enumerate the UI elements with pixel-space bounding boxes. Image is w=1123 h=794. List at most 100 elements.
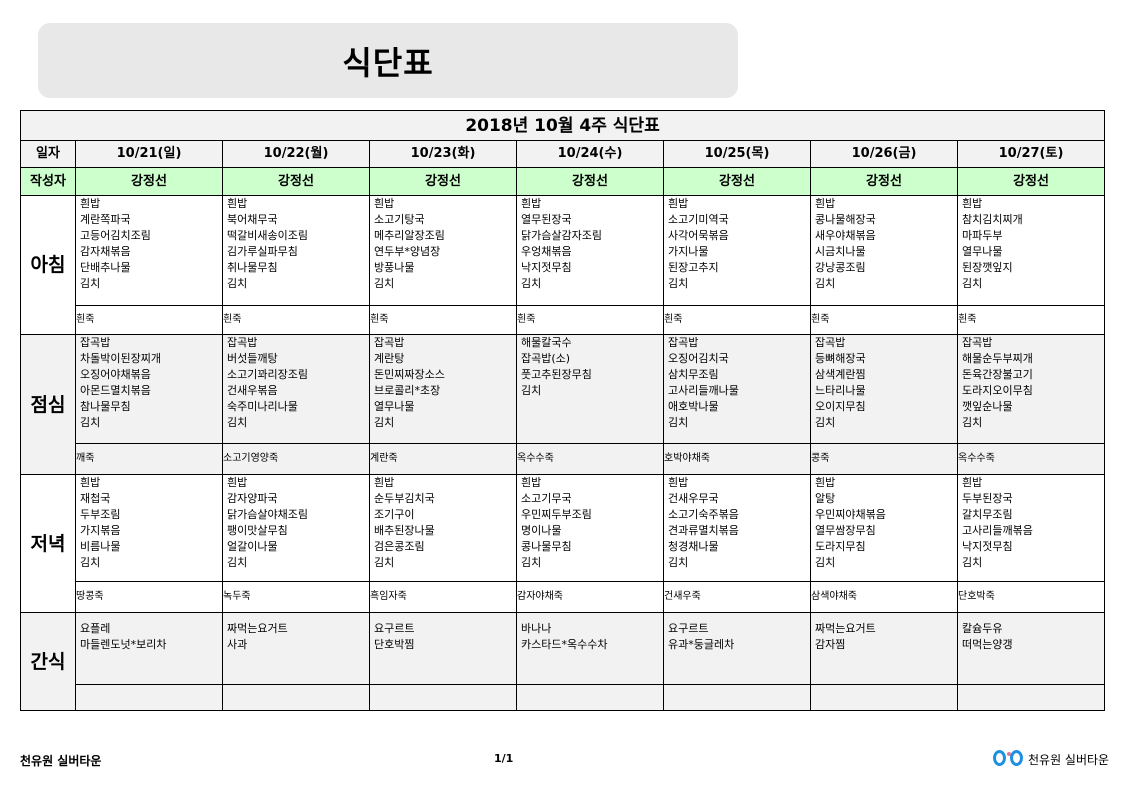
menu-item: 김가루실파무침 (227, 245, 298, 258)
menu-cell: 흰밥 계란쪽파국 고등어김치조림 감자채볶음 단배추나물 김치 (75, 195, 223, 306)
page-number: 1/1 (494, 752, 514, 765)
menu-item: 김치 (227, 277, 248, 290)
menu-item: 김치 (227, 556, 248, 569)
menu-item: 흰밥 (815, 197, 836, 210)
menu-item: 해물순두부찌개 (962, 352, 1033, 365)
page-title: 식단표 (342, 43, 434, 82)
menu-item: 잡곡밥 (374, 336, 405, 349)
menu-item: 아몬드멸치볶음 (80, 384, 151, 397)
menu-item: 낙지젓무침 (962, 540, 1013, 553)
breakfast-porridge-row: 흰죽 흰죽 흰죽 흰죽 흰죽 흰죽 흰죽 (21, 305, 1106, 335)
date-header: 10/23(화) (369, 140, 517, 168)
menu-item: 오징어야채볶음 (80, 368, 151, 381)
menu-cell: 바나나 카스타드*옥수수차 (516, 612, 664, 685)
menu-item: 검은콩조림 (374, 540, 425, 553)
porridge-cell: 흰죽 (956, 305, 1106, 335)
menu-item: 마들렌도넛*보리차 (80, 638, 167, 651)
breakfast-row: 아침 흰밥 계란쪽파국 고등어김치조림 감자채볶음 단배추나물 김치 흰밥 북어채무국 떡갈비새송… (20, 195, 1106, 335)
menu-item: 흰밥 (668, 476, 689, 489)
menu-item: 도라지무침 (815, 540, 866, 553)
date-header: 10/21(일) (75, 140, 223, 168)
porridge-cell: 흰죽 (663, 305, 811, 335)
menu-item: 잡곡밥 (962, 336, 993, 349)
menu-item: 소고기무국 (521, 492, 572, 505)
menu-cell: 짜먹는요거트 사과 (222, 612, 370, 685)
menu-item: 차돌박이된장찌개 (80, 352, 161, 365)
menu-item: 재첩국 (80, 492, 111, 505)
menu-item: 얼갈이나물 (227, 540, 278, 553)
porridge-cell (222, 684, 370, 711)
porridge-cell: 계란죽 (369, 443, 517, 475)
menu-item: 브로콜리*초장 (374, 384, 441, 397)
menu-item: 잡곡밥 (668, 336, 699, 349)
menu-item: 김치 (374, 277, 395, 290)
menu-cell: 흰밥 소고기무국 우민찌두부조림 명이나물 콩나물무침 김치 (516, 474, 664, 582)
menu-item: 김치 (668, 277, 689, 290)
menu-item: 강낭콩조림 (815, 261, 866, 274)
menu-item: 버섯들깨탕 (227, 352, 278, 365)
menu-item: 북어채무국 (227, 213, 278, 226)
menu-item: 잡곡밥(소) (521, 352, 571, 365)
menu-item: 메추리알장조림 (374, 229, 445, 242)
menu-item: 바나나 (521, 622, 552, 635)
porridge-cell: 옥수수죽 (516, 443, 664, 475)
date-header: 10/22(월) (222, 140, 370, 168)
menu-item: 김치 (668, 416, 689, 429)
menu-item: 계란쪽파국 (80, 213, 131, 226)
menu-item: 열무나물 (374, 400, 415, 413)
menu-item: 견과류멸치볶음 (668, 524, 739, 537)
writer-name: 강정선 (516, 167, 664, 196)
menu-item: 김치 (521, 277, 542, 290)
menu-item: 김치 (521, 384, 542, 397)
menu-table: 2018년 10월 4주 식단표 일자 10/21(일) 10/22(월) 10/23… (19, 110, 1106, 711)
porridge-cell: 흰죽 (369, 305, 517, 335)
menu-item: 콩나물무침 (521, 540, 572, 553)
menu-item: 단호박찜 (374, 638, 415, 651)
page-title-banner: 식단표 (38, 23, 738, 98)
menu-cell: 흰밥 재첩국 두부조림 가지볶음 비름나물 김치 (75, 474, 223, 582)
menu-item: 흰밥 (668, 197, 689, 210)
logo-icon (993, 748, 1025, 770)
menu-item: 잡곡밥 (815, 336, 846, 349)
menu-item: 고사리들깨볶음 (962, 524, 1033, 537)
menu-item: 콩나물해장국 (815, 213, 876, 226)
menu-item: 김치 (227, 416, 248, 429)
menu-item: 흰밥 (374, 197, 395, 210)
menu-cell: 흰밥 소고기탕국 메추리알장조림 연두부*양념장 방풍나물 김치 (369, 195, 517, 306)
menu-cell: 칼슘두유 떠먹는양갱 (956, 612, 1106, 685)
porridge-cell: 콩죽 (810, 443, 958, 475)
menu-item: 김치 (962, 556, 983, 569)
menu-item: 취나물무침 (227, 261, 278, 274)
lunch-row: 점심 잡곡밥 차돌박이된장찌개 오징어야채볶음 아몬드멸치볶음 참나물무침 김치 잡곡밥 버섯들… (20, 334, 1106, 475)
writer-name: 강정선 (369, 167, 517, 196)
menu-item: 흰밥 (227, 197, 248, 210)
writer-label: 작성자 (20, 167, 76, 196)
porridge-cell: 감자야채죽 (516, 581, 664, 613)
menu-cell: 요구르트 단호박찜 (369, 612, 517, 685)
menu-item: 새우야채볶음 (815, 229, 876, 242)
menu-item: 명이나물 (521, 524, 562, 537)
menu-item: 소고기탕국 (374, 213, 425, 226)
menu-cell: 흰밥 참치김치찌개 마파두부 열무나물 된장깻잎지 김치 (956, 195, 1106, 306)
porridge-cell: 건새우죽 (663, 581, 811, 613)
menu-item: 흰밥 (521, 197, 542, 210)
menu-item: 가지나물 (668, 245, 709, 258)
menu-item: 돈육간장불고기 (962, 368, 1033, 381)
menu-item: 계란탕 (374, 352, 405, 365)
menu-item: 마파두부 (962, 229, 1003, 242)
menu-item: 김치 (815, 556, 836, 569)
menu-item: 오이지무침 (815, 400, 866, 413)
menu-item: 고등어김치조림 (80, 229, 151, 242)
menu-item: 애호박나물 (668, 400, 719, 413)
porridge-cell (516, 684, 664, 711)
menu-item: 배추된장나물 (374, 524, 435, 537)
menu-item: 우민찌두부조림 (521, 508, 592, 521)
menu-item: 흰밥 (80, 476, 101, 489)
menu-item: 우엉채볶음 (521, 245, 572, 258)
menu-item: 칼슘두유 (962, 622, 1003, 635)
menu-item: 짜먹는요거트 (815, 622, 876, 635)
date-header: 10/25(목) (663, 140, 811, 168)
menu-item: 열무쌈장무침 (815, 524, 876, 537)
menu-item: 감자채볶음 (80, 245, 131, 258)
menu-item: 김치 (80, 556, 101, 569)
